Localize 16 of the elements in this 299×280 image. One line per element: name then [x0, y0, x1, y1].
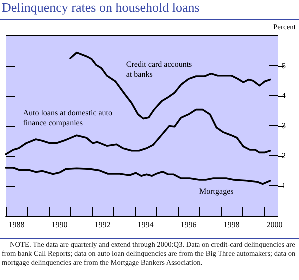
line-series [5, 167, 272, 186]
y-tick-label: 3 [282, 122, 286, 130]
x-tick-label: 1988 [8, 220, 25, 230]
y-tick-label: 5 [282, 62, 286, 70]
x-tick-label: 1998 [224, 220, 240, 230]
chart-title: Delinquency rates on household loans [2, 0, 201, 16]
series-label: Auto loans at domestic auto finance companies [23, 108, 115, 128]
series-label: Mortgages [200, 187, 234, 196]
x-tick-label: 2000 [266, 220, 283, 230]
line-series [70, 52, 272, 120]
series-label: Credit card accounts at banks [126, 60, 194, 79]
x-tick-label: 1990 [52, 220, 68, 230]
y-tick-label: 1 [282, 182, 286, 190]
x-tick-label: 1994 [138, 220, 154, 230]
x-tick-label: 1996 [180, 220, 197, 230]
x-tick-label: 1992 [94, 220, 111, 230]
